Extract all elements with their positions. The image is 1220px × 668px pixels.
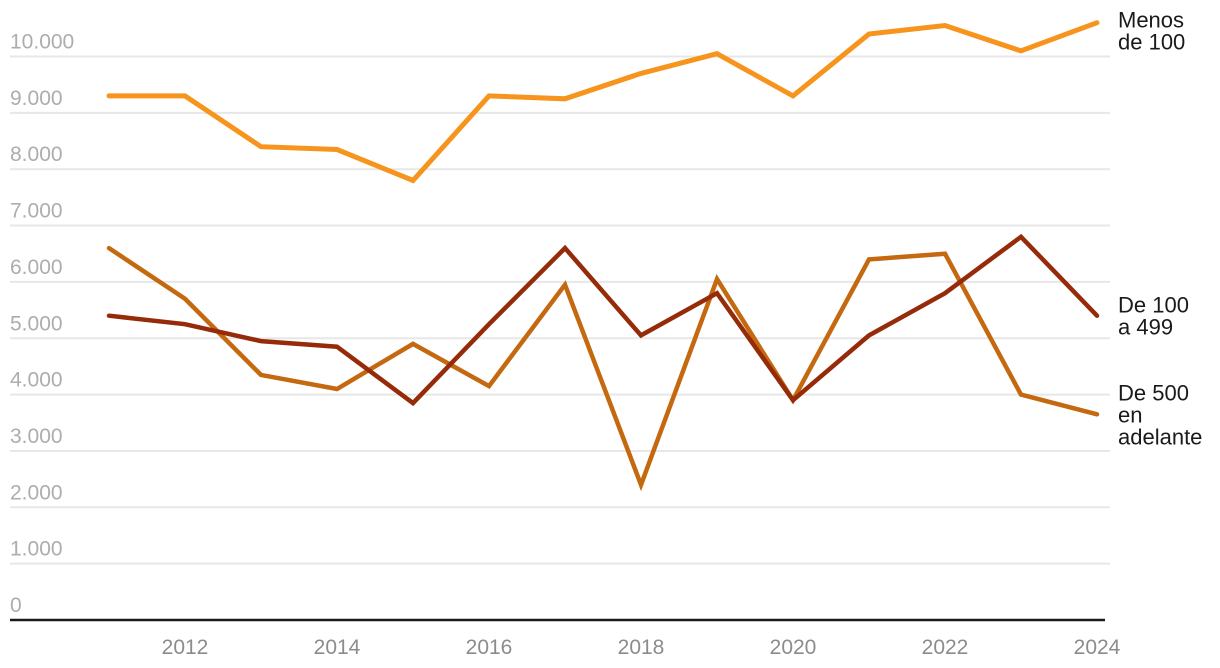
x-axis-tick-label: 2016 xyxy=(466,636,513,659)
series-line-menos-de-100 xyxy=(106,20,1100,184)
y-axis-labels-group: 0 1.000 2.000 3.000 4.000 5.000 6.000 7.000 8.00… xyxy=(10,31,74,618)
y-axis-tick-label: 10.000 xyxy=(10,31,74,54)
series-end-label: De 100 xyxy=(1118,293,1189,318)
y-axis-tick-label: 6.000 xyxy=(10,256,63,279)
y-axis-tick-label: 4.000 xyxy=(10,369,63,392)
y-axis-tick-label: 0 xyxy=(10,594,22,617)
x-axis-tick-label: 2022 xyxy=(922,636,969,659)
x-axis-tick-label: 2018 xyxy=(618,636,665,659)
x-axis-tick-label: 2024 xyxy=(1074,636,1121,659)
y-axis-tick-label: 2.000 xyxy=(10,481,63,504)
x-axis-tick-label: 2012 xyxy=(162,636,209,659)
series-end-label: Menos xyxy=(1118,8,1184,33)
x-axis-tick-label: 2020 xyxy=(770,636,817,659)
y-axis-tick-label: 1.000 xyxy=(10,538,63,561)
y-axis-tick-label: 8.000 xyxy=(10,143,63,166)
y-axis-tick-label: 5.000 xyxy=(10,312,63,335)
series-end-label: de 100 xyxy=(1118,30,1185,55)
y-axis-tick-label: 7.000 xyxy=(10,200,63,223)
series-end-label: De 500 xyxy=(1118,380,1189,405)
series-end-label: en xyxy=(1118,402,1142,427)
series-line-de-500-en-adelante xyxy=(106,245,1100,492)
y-axis-tick-label: 9.000 xyxy=(10,87,63,110)
series-lines-group xyxy=(106,20,1100,492)
x-axis-tick-label: 2014 xyxy=(314,636,361,659)
series-end-label: a 499 xyxy=(1118,315,1173,340)
y-axis-tick-label: 3.000 xyxy=(10,425,63,448)
series-line-de-100-a-499 xyxy=(106,233,1100,407)
series-end-label: adelante xyxy=(1118,424,1202,449)
gridlines-group xyxy=(10,55,1110,622)
x-axis-labels-group: 2012 2014 2016 2018 2020 2022 2024 xyxy=(162,636,1121,659)
